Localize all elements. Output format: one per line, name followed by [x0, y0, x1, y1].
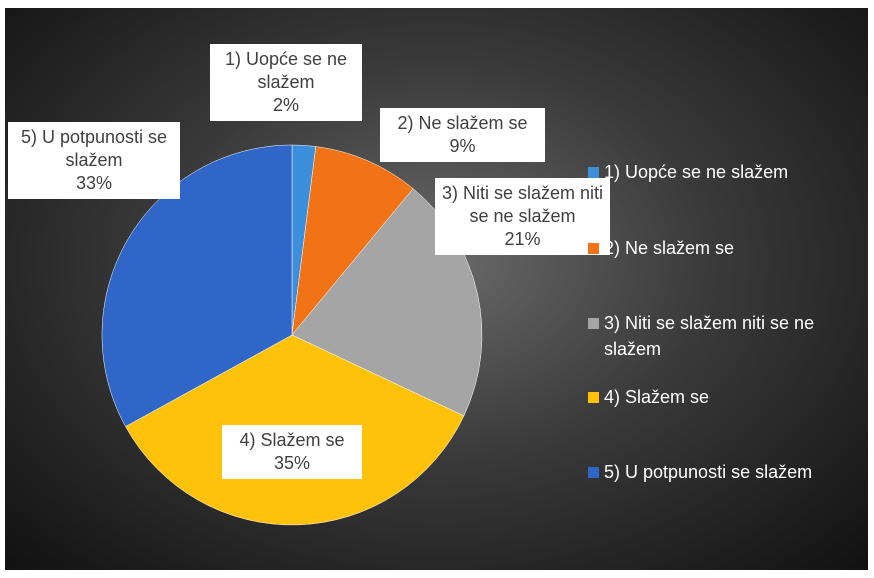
legend-item: 5) U potpunosti se slažem [588, 459, 849, 485]
data-label-value: 33% [75, 173, 113, 193]
data-label-value: 21% [504, 229, 541, 249]
data-label-category: 1) Uopće se ne slažem [224, 49, 348, 92]
legend-item: 2) Ne slažem se [588, 235, 849, 261]
data-label-category: 4) Slažem se [239, 430, 345, 450]
legend-label: 2) Ne slažem se [604, 238, 735, 258]
pie [101, 144, 483, 526]
legend-swatch [588, 467, 599, 478]
data-label-category: 2) Ne slažem se [397, 113, 528, 133]
legend-swatch [588, 243, 599, 254]
pie-slice [291, 188, 483, 417]
legend-item: 4) Slažem se [588, 384, 849, 410]
legend-swatch [588, 167, 599, 178]
data-label: 3) Niti se slažem niti se ne slažem 21% [435, 178, 610, 255]
data-label-value: 2% [272, 95, 299, 115]
legend-item: 1) Uopće se ne slažem [588, 159, 849, 185]
legend-label: 5) U potpunosti se slažem [604, 462, 813, 482]
data-label-category: 3) Niti se slažem niti se ne slažem [441, 183, 604, 226]
legend-swatch [588, 318, 599, 329]
legend-swatch [588, 392, 599, 403]
legend-item: 3) Niti se slažem niti se ne slažem [588, 310, 849, 362]
legend-label: 1) Uopće se ne slažem [604, 162, 789, 182]
legend-label: 4) Slažem se [604, 387, 710, 407]
data-label: 4) Slažem se 35% [222, 425, 362, 479]
data-label: 5) U potpunosti se slažem 33% [8, 122, 180, 199]
data-label-value: 35% [273, 453, 311, 473]
data-label: 2) Ne slažem se 9% [380, 108, 545, 162]
legend-label: 3) Niti se slažem niti se ne slažem [604, 313, 815, 359]
pie-slice [101, 144, 293, 427]
pie-slice [291, 146, 414, 336]
data-label-value: 9% [449, 136, 476, 156]
data-label-category: 5) U potpunosti se slažem [20, 127, 168, 170]
plot-area: 1) Uopće se ne slažem 2% 2) Ne slažem se 9%… [5, 8, 868, 570]
data-label: 1) Uopće se ne slažem 2% [210, 44, 362, 121]
